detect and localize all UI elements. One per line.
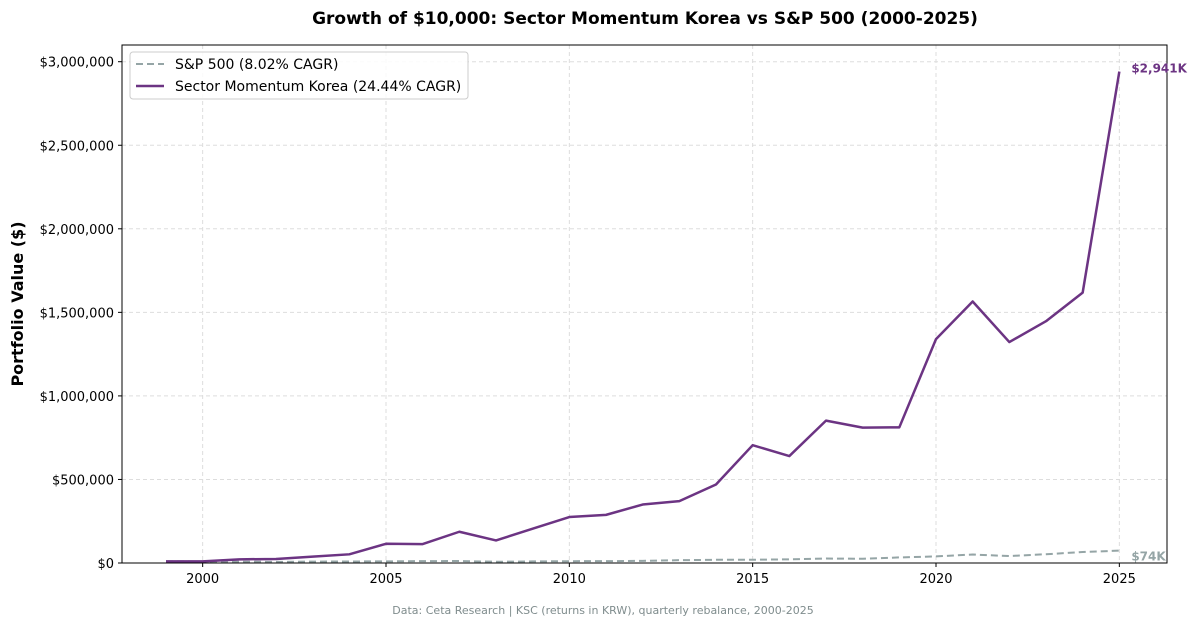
x-tick-label: 2020 bbox=[919, 572, 952, 587]
y-tick-label: $1,500,000 bbox=[40, 306, 114, 321]
y-tick-label: $3,000,000 bbox=[40, 56, 114, 71]
y-axis-label: Portfolio Value ($) bbox=[8, 221, 27, 386]
end-labels: $74K $2,941K bbox=[1131, 62, 1187, 564]
x-tick-label: 2025 bbox=[1103, 572, 1136, 587]
y-tick-label: $2,000,000 bbox=[40, 223, 114, 238]
legend-label-sp500: S&P 500 (8.02% CAGR) bbox=[175, 57, 338, 73]
grid bbox=[122, 45, 1167, 564]
legend-box bbox=[129, 51, 469, 100]
end-label-momentum: $2,941K bbox=[1131, 62, 1187, 76]
footnote: Data: Ceta Research | KSC (returns in KR… bbox=[392, 604, 813, 617]
legend: S&P 500 (8.02% CAGR) Sector Momentum Kor… bbox=[129, 51, 469, 100]
plot-frame bbox=[121, 44, 1168, 564]
series-layer bbox=[165, 71, 1121, 563]
series-line-momentum bbox=[166, 71, 1121, 563]
chart-title: Growth of $10,000: Sector Momentum Korea… bbox=[312, 9, 978, 29]
y-tick-label: $2,500,000 bbox=[40, 139, 114, 154]
x-tick-label: 2015 bbox=[736, 572, 769, 587]
x-tick-label: 2010 bbox=[553, 572, 586, 587]
y-tick-label: $500,000 bbox=[52, 473, 114, 488]
x-tick-label: 2005 bbox=[369, 572, 402, 587]
ticks: 2000 2005 2010 2015 2020 2025 $0 $500,000 $1,000… bbox=[40, 56, 1136, 587]
legend-label-momentum: Sector Momentum Korea (24.44% CAGR) bbox=[175, 79, 461, 95]
y-tick-label: $1,000,000 bbox=[40, 390, 114, 405]
y-tick-label: $0 bbox=[97, 557, 114, 572]
x-tick-label: 2000 bbox=[186, 572, 219, 587]
series-line-sp500 bbox=[165, 549, 1120, 563]
end-label-sp500: $74K bbox=[1131, 550, 1166, 564]
